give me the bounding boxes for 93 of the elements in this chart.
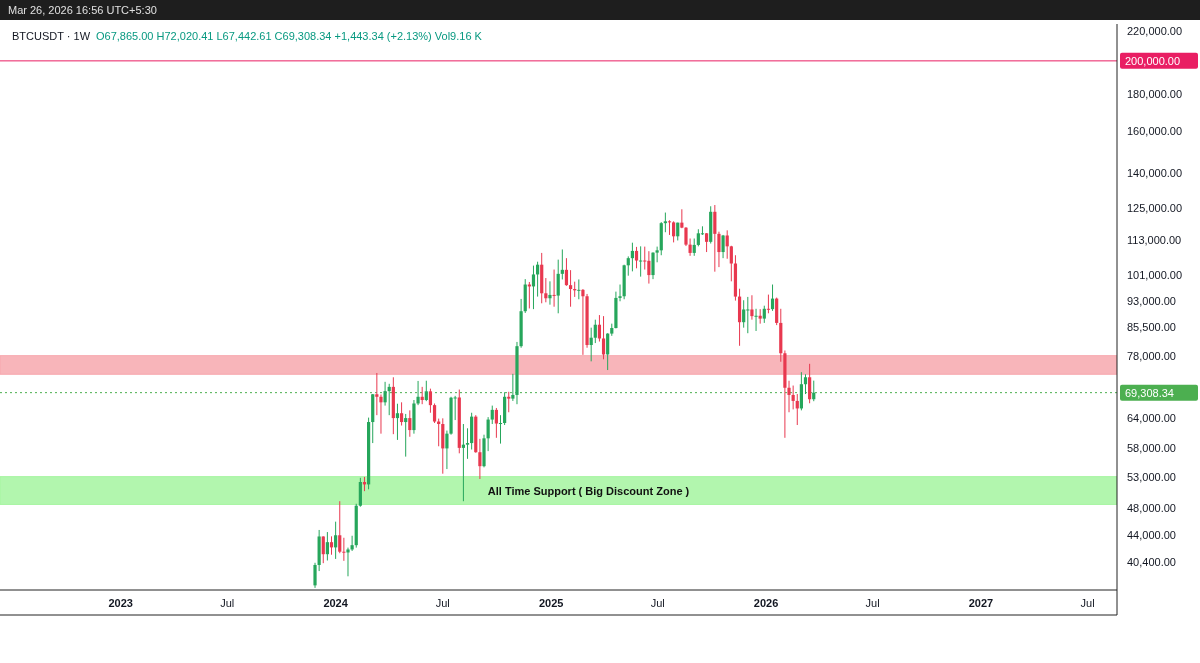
band-label: All Time Support ( Big Discount Zone ) (487, 484, 690, 497)
x-tick-label: Jul (220, 597, 235, 609)
y-tick-label: 78,000.00 (1127, 349, 1176, 362)
candlestick (717, 231, 721, 268)
candlestick (408, 409, 412, 438)
y-tick-label: 220,000.00 (1127, 25, 1183, 38)
candlestick (634, 246, 639, 269)
candlestick (639, 245, 643, 278)
y-tick-label: 93,000.00 (1127, 294, 1176, 307)
candlestick (498, 414, 503, 445)
candlestick (399, 401, 404, 427)
y-tick-label: 44,000.00 (1127, 528, 1176, 541)
candlestick (494, 407, 498, 439)
candlestick (424, 380, 428, 402)
candlestick (754, 308, 758, 332)
y-tick-label: 48,000.00 (1127, 501, 1176, 514)
candlestick (453, 395, 457, 421)
y-tick-label: 101,000.00 (1127, 268, 1183, 281)
candlestick (395, 403, 400, 441)
x-tick-label: 2025 (538, 597, 564, 609)
candlestick (630, 242, 634, 272)
y-tick-label: 53,000.00 (1127, 470, 1176, 483)
candlestick (507, 391, 511, 413)
candlestick (667, 219, 672, 236)
candlestick (672, 220, 676, 243)
candlestick (704, 232, 709, 253)
candlestick (490, 405, 494, 425)
y-tick-label: 113,000.00 (1127, 233, 1182, 246)
ref-line-label: 200,000.00 (1125, 54, 1181, 67)
text: BTCUSDT · 1W (12, 30, 91, 42)
candlestick (746, 296, 750, 334)
candlestick (663, 212, 667, 233)
candlestick (379, 394, 383, 435)
candlestick (766, 294, 771, 314)
annotation: O67,865.00 H72,020.41 L67,442.61 C69,308.34 +1,443.34 (+2.13%) Vol9.16 K (96, 30, 483, 42)
y-tick-label: 180,000.00 (1127, 87, 1183, 100)
candlestick (548, 280, 552, 306)
candlestick (358, 477, 362, 508)
candlestick (560, 248, 564, 280)
x-tick-label: 2023 (108, 597, 133, 609)
x-tick-label: 2027 (968, 597, 994, 609)
candlestick (606, 332, 610, 371)
x-tick-label: 2026 (753, 597, 779, 609)
candlestick (556, 259, 560, 314)
candlestick (552, 269, 556, 308)
y-tick-label: 140,000.00 (1127, 166, 1183, 179)
candlestick (568, 269, 573, 308)
ref-line-label: 69,308.34 (1125, 386, 1174, 399)
candlestick (432, 402, 437, 424)
x-tick-label: Jul (865, 597, 880, 609)
text: Mar 26, 2026 16:56 UTC+5:30 (8, 4, 157, 16)
candlestick (643, 246, 647, 271)
candlestick (404, 413, 408, 458)
candlestick (808, 363, 812, 404)
candlestick (375, 372, 379, 416)
candlestick (601, 315, 606, 360)
candlestick (589, 327, 593, 362)
candlestick (577, 278, 581, 300)
y-tick-label: 85,500.00 (1127, 320, 1176, 333)
candlestick (651, 251, 655, 280)
candlestick (325, 531, 329, 561)
x-tick-label: 2024 (323, 597, 349, 609)
candlestick (544, 277, 548, 303)
y-tick-label: 40,400.00 (1127, 555, 1176, 568)
candlestick (321, 535, 325, 564)
y-tick-label: 160,000.00 (1127, 124, 1183, 137)
candlestick (564, 257, 569, 287)
candlestick (725, 229, 729, 260)
candlestick (342, 537, 346, 562)
y-tick-label: 125,000.00 (1127, 202, 1183, 215)
candlestick (803, 373, 808, 395)
candlestick (750, 294, 754, 321)
candlestick (742, 299, 746, 329)
x-tick-label: Jul (435, 597, 450, 609)
x-tick-label: Jul (1080, 597, 1095, 609)
candlestick (465, 427, 470, 460)
candlestick (791, 385, 795, 410)
candlestick (713, 204, 717, 273)
candlestick (531, 265, 536, 310)
candlestick (593, 319, 597, 344)
y-tick-label: 58,000.00 (1127, 442, 1176, 455)
x-tick-label: Jul (650, 597, 665, 609)
candlestick (461, 423, 466, 502)
candlestick (478, 438, 482, 480)
y-tick-label: 64,000.00 (1127, 411, 1176, 424)
candlestick (647, 250, 651, 285)
candlestick (729, 245, 733, 282)
candlestick (428, 388, 433, 414)
candlestick (338, 500, 342, 554)
candlestick (383, 381, 387, 407)
candlestick (626, 255, 630, 277)
candlestick (334, 521, 338, 560)
candlestick (581, 288, 585, 356)
